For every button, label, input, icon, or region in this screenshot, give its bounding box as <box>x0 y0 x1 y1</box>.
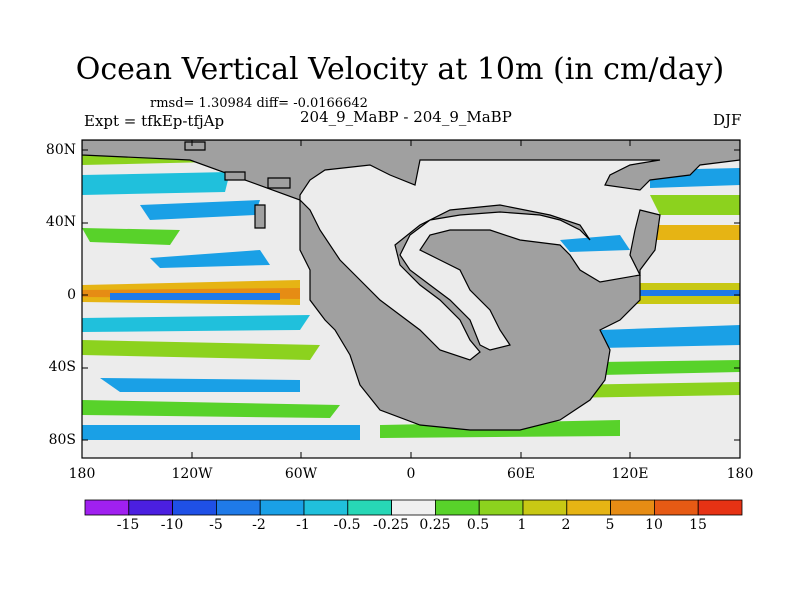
x-tick-label: 180 <box>726 466 754 482</box>
colorbar-label: 0.25 <box>419 517 451 533</box>
case-label: 204_9_MaBP - 204_9_MaBP <box>300 108 512 126</box>
y-tick-label: 80N <box>45 142 76 158</box>
x-tick-label: 180 <box>68 466 96 482</box>
colorbar-label: -0.25 <box>373 517 409 533</box>
velocity-contour <box>560 235 630 252</box>
colorbar-label: 0.5 <box>466 517 490 533</box>
colorbar-label: -0.5 <box>333 517 361 533</box>
colorbar-swatch <box>347 499 392 516</box>
velocity-contour <box>560 382 740 398</box>
velocity-contour <box>100 378 300 392</box>
colorbar-swatch <box>478 499 524 516</box>
colorbar-swatch <box>391 499 436 516</box>
continent <box>224 171 246 181</box>
velocity-contour <box>82 228 180 245</box>
continent <box>82 140 740 431</box>
velocity-contour <box>110 293 280 300</box>
y-tick-label: 40N <box>45 214 76 230</box>
velocity-contour <box>82 400 340 418</box>
x-tick-label: 0 <box>406 466 416 482</box>
colorbar-label: -5 <box>209 517 223 533</box>
colorbar-swatch <box>84 499 130 516</box>
colorbar-swatch <box>610 499 655 516</box>
continent <box>184 141 206 151</box>
continent <box>254 204 266 229</box>
velocity-contour <box>82 425 360 440</box>
colorbar-label: 5 <box>605 517 615 533</box>
colorbar-swatch <box>434 499 480 516</box>
velocity-contour <box>600 360 740 375</box>
colorbar-label: 10 <box>645 517 663 533</box>
colorbar-swatch <box>259 499 305 516</box>
velocity-contour <box>640 225 740 240</box>
velocity-contour <box>82 172 230 195</box>
colorbar-swatch <box>697 499 743 516</box>
velocity-contour <box>82 340 320 360</box>
colorbar-swatch <box>566 499 611 516</box>
velocity-contour <box>140 200 260 220</box>
chart-title: Ocean Vertical Velocity at 10m (in cm/da… <box>75 52 725 87</box>
velocity-contour <box>150 250 270 268</box>
experiment-label: Expt = tfkEp-tfjAp <box>84 112 225 130</box>
y-tick-label: 0 <box>67 287 76 303</box>
velocity-contour <box>600 325 740 348</box>
velocity-contour <box>650 195 740 215</box>
colorbar-label: -2 <box>252 517 266 533</box>
x-tick-label: 120W <box>171 466 213 482</box>
colorbar-label: 1 <box>517 517 527 533</box>
velocity-contour <box>82 315 310 332</box>
colorbar-label: -1 <box>296 517 310 533</box>
colorbar-swatch <box>215 499 261 516</box>
x-tick-label: 60E <box>506 466 536 482</box>
colorbar-swatch <box>128 499 174 516</box>
tick-marks <box>81 140 741 458</box>
colorbar-swatch <box>654 499 699 516</box>
y-tick-label: 40S <box>48 359 76 375</box>
colorbar <box>84 499 743 516</box>
colorbar-label: -15 <box>116 517 140 533</box>
x-tick-label: 60W <box>284 466 318 482</box>
colorbar-swatch <box>522 499 568 516</box>
colorbar-swatch <box>303 499 349 516</box>
colorbar-label: 15 <box>689 517 707 533</box>
colorbar-label: -10 <box>160 517 184 533</box>
stats-label: rmsd= 1.30984 diff= -0.0166642 <box>150 96 368 111</box>
season-label: DJF <box>713 111 742 129</box>
continent <box>267 177 291 189</box>
x-tick-label: 120E <box>611 466 649 482</box>
colorbar-swatch <box>172 499 217 516</box>
colorbar-label: 2 <box>561 517 571 533</box>
land-mask <box>82 140 740 431</box>
y-tick-label: 80S <box>48 432 76 448</box>
